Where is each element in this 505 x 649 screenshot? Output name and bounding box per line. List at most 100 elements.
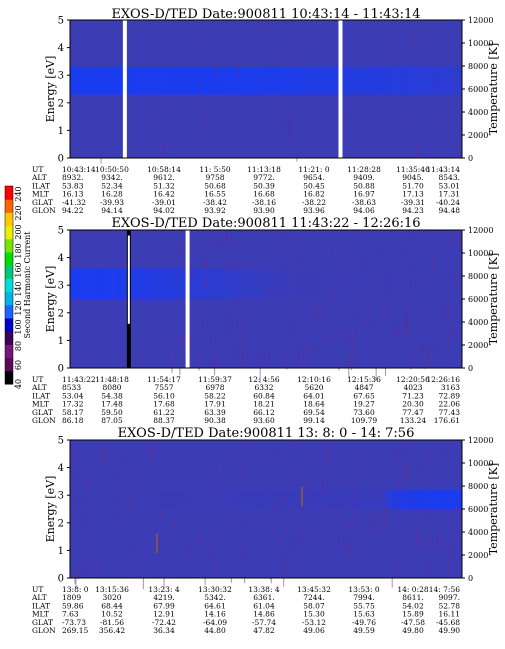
- ephemeris-value: 55.75: [353, 601, 375, 610]
- ephemeris-value: -38.42: [203, 198, 227, 207]
- ephemeris-value: 18.64: [303, 400, 325, 409]
- data-gap: [122, 20, 127, 158]
- ephemeris-value: 12.91: [153, 610, 174, 619]
- ephemeris-value: 93.96: [303, 206, 325, 215]
- ephemeris-value: 50.39: [253, 181, 275, 190]
- ephemeris-value: 93.92: [204, 206, 226, 215]
- y2-axis-label: Temperature [K]: [487, 253, 500, 345]
- data-gap: [185, 230, 190, 368]
- y2-tick-label: 4000: [468, 528, 488, 537]
- ephemeris-value: 1809: [62, 593, 81, 602]
- ephemeris-value: 67.99: [153, 601, 175, 610]
- y-tick-label: 3: [58, 491, 64, 502]
- ephemeris-value: -72.42: [152, 618, 176, 627]
- y-tick-label: 0: [58, 574, 64, 585]
- ephemeris-value: -38.22: [302, 198, 326, 207]
- ephemeris-value: 11:28:28: [347, 165, 381, 174]
- ephemeris-value: 16.82: [303, 190, 325, 199]
- ephemeris-value: 8932.: [62, 173, 83, 182]
- ephemeris-value: 11:13:18: [247, 165, 281, 174]
- ephemeris-value: 11:35:46: [396, 165, 430, 174]
- colorbar-swatch: [5, 252, 13, 266]
- colorbar-swatch: [5, 304, 13, 319]
- y2-tick-label: 10000: [468, 39, 493, 48]
- ephemeris-row-label: ILAT: [32, 181, 50, 190]
- spike-mark: [156, 533, 158, 554]
- ephemeris-value: 17.48: [101, 400, 123, 409]
- ephemeris-value: -49.76: [352, 618, 376, 627]
- y2-tick-label: 8000: [468, 272, 488, 281]
- colorbar-swatch: [5, 357, 13, 372]
- ephemeris-value: 13:45:32: [297, 585, 331, 594]
- ephemeris-value: 10:50:50: [95, 165, 129, 174]
- ephemeris-value: 77.43: [439, 408, 461, 417]
- ephemeris-value: 50.45: [303, 181, 325, 190]
- ephemeris-value: 16.11: [439, 610, 460, 619]
- ephemeris-value: 51.32: [153, 181, 175, 190]
- ephemeris-value: 49.59: [353, 626, 375, 635]
- ephemeris-row-label: ALT: [31, 593, 47, 602]
- ephemeris-value: 14: 7:56: [429, 585, 461, 594]
- ephemeris-row-label: GLAT: [32, 198, 53, 207]
- colorbar: 40 60 80 100 120 140 160 180 200 220 240 Second Har…: [4, 185, 32, 389]
- ephemeris-value: 50.68: [204, 181, 226, 190]
- ephemeris-value: -40.24: [436, 198, 460, 207]
- colorbar-swatch: [5, 318, 13, 332]
- ephemeris-value: 14.16: [204, 610, 226, 619]
- colorbar-label: Second Harmonic Current: [23, 231, 32, 339]
- ephemeris-value: 59.86: [62, 601, 84, 610]
- ephemeris-value: 66.12: [253, 408, 275, 417]
- ephemeris-value: -47.58: [401, 618, 425, 627]
- ephemeris-value: 6361.: [253, 593, 274, 602]
- ephemeris-value: 11:43:22: [62, 375, 96, 384]
- colorbar-tick-label: 80: [14, 341, 23, 351]
- y2-tick-label: 12000: [468, 436, 493, 445]
- y-tick-label: 3: [58, 71, 64, 82]
- colorbar-tick-label: 240: [14, 186, 23, 201]
- colorbar-tick-label: 200: [14, 224, 23, 239]
- y2-tick-label: 0: [468, 574, 473, 583]
- ephemeris-value: 16.55: [204, 190, 226, 199]
- ephemeris-value: 16.68: [253, 190, 275, 199]
- ephemeris-value: 17.68: [153, 400, 175, 409]
- ephemeris-row-label: UT: [32, 165, 43, 174]
- colorbar-swatch: [5, 370, 13, 385]
- ephemeris-value: 54.02: [402, 601, 424, 610]
- ephemeris-value: 16.42: [153, 190, 175, 199]
- ephemeris-value: 47.82: [253, 626, 275, 635]
- ephemeris-row-label: UT: [32, 375, 43, 384]
- panel-title: EXOS-D/TED Date:900811 11:43:22 - 12:26:…: [111, 216, 420, 231]
- ephemeris-value: -39.01: [152, 198, 176, 207]
- y-tick-label: 4: [58, 463, 64, 474]
- y-tick-label: 5: [58, 16, 64, 27]
- ephemeris-value: 90.38: [204, 416, 226, 425]
- ephemeris-value: 36.34: [153, 626, 175, 635]
- y2-tick-label: 2000: [468, 341, 488, 350]
- ephemeris-value: 58.22: [204, 391, 226, 400]
- ephemeris-value: 9097.: [439, 593, 460, 602]
- ephemeris-value: 49.90: [439, 626, 461, 635]
- ephemeris-value: 15.30: [303, 610, 325, 619]
- colorbar-tick-label: 220: [14, 205, 23, 220]
- y2-tick-label: 6000: [468, 505, 488, 514]
- y-tick-label: 1: [58, 336, 64, 347]
- y-axis-label: Energy [eV]: [44, 266, 57, 333]
- ephemeris-value: 17.13: [402, 190, 424, 199]
- y2-tick-label: 2000: [468, 131, 488, 140]
- ephemeris-value: 10.52: [101, 610, 123, 619]
- ephemeris-value: 53.83: [62, 181, 84, 190]
- ephemeris-row-label: ALT: [31, 173, 47, 182]
- ephemeris-value: 4023: [403, 383, 422, 392]
- ephemeris-value: 53.01: [439, 181, 460, 190]
- ephemeris-value: 16.13: [62, 190, 84, 199]
- ephemeris-value: 44.80: [204, 626, 226, 635]
- ephemeris-value: 9612.: [153, 173, 174, 182]
- ephemeris-value: 86.18: [62, 416, 84, 425]
- ephemeris-row-label: GLAT: [32, 618, 53, 627]
- colorbar-swatch: [5, 186, 13, 200]
- y-tick-label: 4: [58, 253, 64, 264]
- ephemeris-value: 12: 4:56: [248, 375, 280, 384]
- y2-tick-label: 6000: [468, 295, 488, 304]
- y2-axis-label: Temperature [K]: [487, 463, 500, 555]
- panel-title: EXOS-D/TED Date:900811 10:43:14 - 11:43:…: [111, 7, 420, 22]
